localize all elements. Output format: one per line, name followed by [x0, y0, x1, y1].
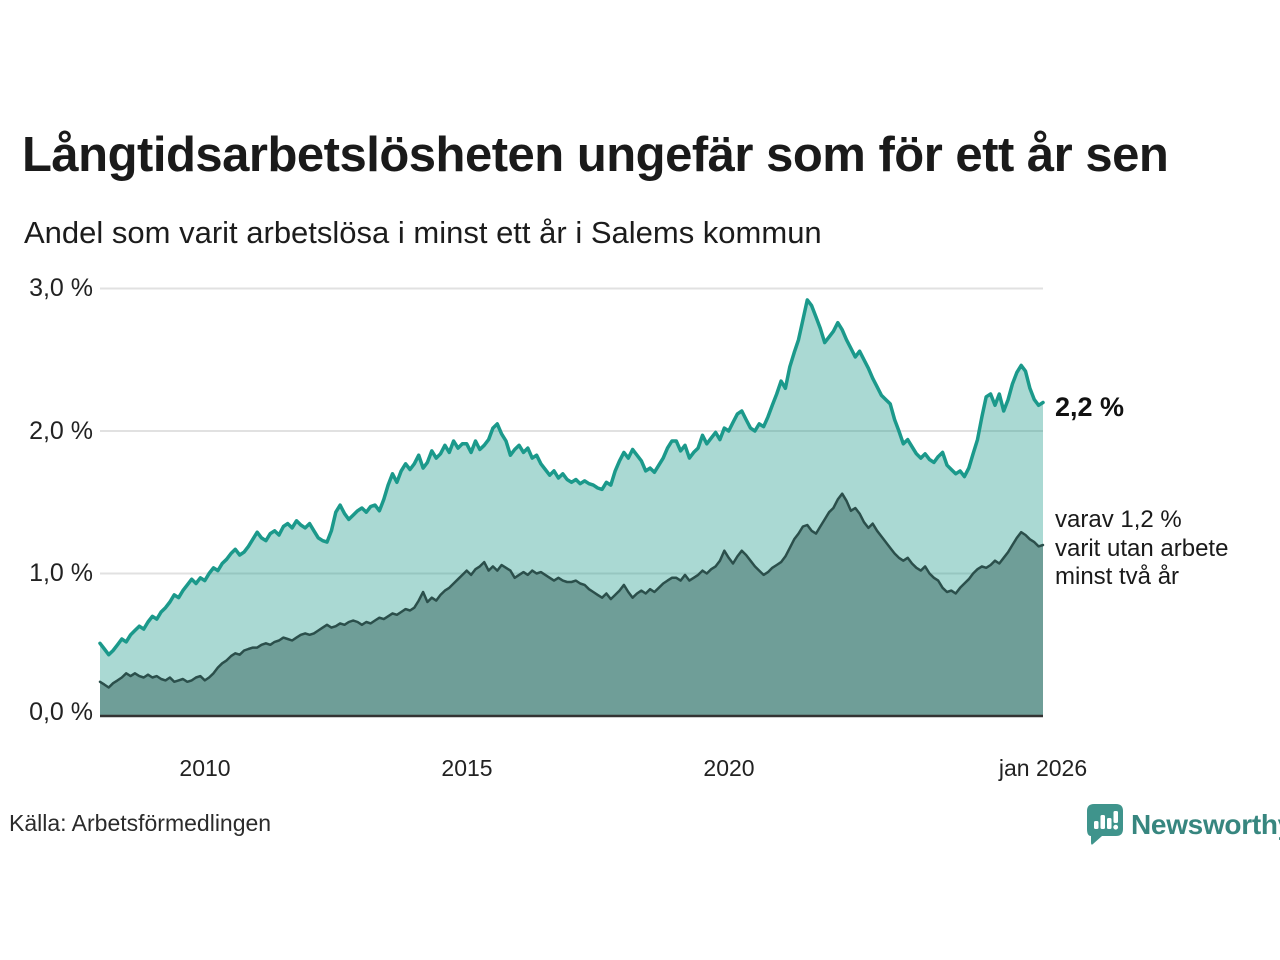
annotation-line: minst två år	[1055, 563, 1180, 590]
y-axis-tick-label: 0,0 %	[29, 698, 93, 726]
annotation-line: varit utan arbete	[1055, 534, 1229, 562]
newsworthy-wordmark: Newsworthy	[1131, 809, 1280, 840]
secondary-series-annotation: varav 1,2 % varit utan arbete minst två …	[1055, 506, 1228, 592]
newsworthy-logo: Newsworthy	[1086, 802, 1280, 848]
y-axis-tick-label: 3,0 %	[29, 274, 93, 302]
latest-value-label: 2,2 %	[1055, 392, 1125, 422]
annotation-line: varav 1,2 %	[1055, 506, 1182, 533]
x-axis-tick-label: jan 2026	[998, 755, 1088, 781]
x-axis-tick-label: 2020	[703, 755, 755, 781]
chart-subtitle: Andel som varit arbetslösa i minst ett å…	[24, 215, 822, 250]
source-attribution: Källa: Arbetsförmedlingen	[9, 810, 272, 836]
chart-title: Långtidsarbetslösheten ungefär som för e…	[22, 128, 1169, 182]
x-axis-tick-label: 2015	[441, 755, 493, 781]
y-axis-tick-label: 2,0 %	[29, 417, 93, 445]
x-axis-tick-label: 2010	[179, 755, 231, 781]
y-axis-tick-label: 1,0 %	[29, 559, 93, 587]
newsworthy-speech-bubble-bar-chart-icon	[1087, 804, 1123, 845]
